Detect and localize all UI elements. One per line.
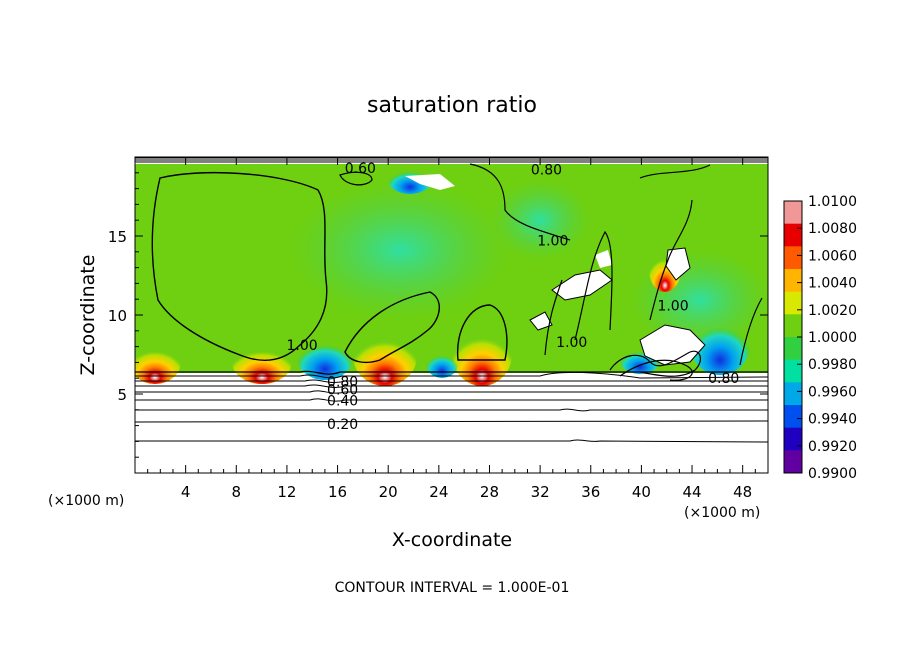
- colorbar-label: 1.0100: [808, 194, 857, 210]
- warm-plume: [353, 326, 417, 386]
- contour-line: [135, 379, 768, 384]
- contour-label: 0.80: [327, 374, 358, 390]
- contour-line: [135, 157, 768, 163]
- y-tick-label: 5: [117, 386, 127, 404]
- y-axis-label: Z-coordinate: [77, 255, 99, 376]
- x-tick-label: 44: [682, 483, 701, 501]
- contour-label: 0.80: [708, 371, 739, 387]
- contour-line: [574, 230, 613, 341]
- x-tick-label: 8: [232, 483, 242, 501]
- contour-line: [639, 164, 711, 179]
- colorbar-label: 1.0040: [808, 276, 857, 292]
- contour-label: 0.80: [531, 163, 562, 179]
- colorbar-swatch: [784, 427, 802, 451]
- subsaturated-zone: [490, 180, 590, 260]
- colorbar-label: 0.9980: [808, 357, 857, 373]
- contour-label: 0.60: [345, 161, 376, 177]
- contour-line: [135, 384, 768, 389]
- contour-label: 0.60: [327, 382, 358, 398]
- contour-line: [151, 171, 328, 361]
- x-tick-label: 16: [328, 483, 347, 501]
- cold-pocket: [297, 336, 353, 380]
- contour-label: 0.40: [327, 393, 358, 409]
- colorbar-swatch: [784, 291, 802, 315]
- contour-line: [135, 408, 768, 412]
- colorbar-swatch: [784, 269, 802, 293]
- contour-line: [135, 439, 768, 443]
- x-tick-label: 4: [181, 483, 191, 501]
- contour-label: 1.00: [537, 234, 568, 250]
- colorbar-swatch: [784, 201, 802, 225]
- colorbar-swatch: [784, 314, 802, 338]
- colorbar-swatch: [784, 246, 802, 270]
- x-tick-label: 32: [531, 483, 550, 501]
- chart-title: saturation ratio: [367, 93, 537, 118]
- contour-line: [619, 359, 693, 381]
- warm-plume: [452, 322, 512, 386]
- plot-area: [135, 157, 768, 473]
- contour-label: 0.20: [327, 417, 358, 433]
- x-tick-label: 24: [429, 483, 448, 501]
- y-axis: 5 10 15: [108, 172, 768, 458]
- colorbar-label: 1.0060: [808, 248, 857, 264]
- x-tick-label: 36: [581, 483, 600, 501]
- contour-line: [344, 291, 440, 364]
- warm-plume: [135, 340, 181, 384]
- subsaturated-zone: [290, 180, 510, 320]
- x-axis: 4 8 12 16 20 24 28 32 36 40 44 48: [147, 157, 756, 501]
- contour-line: [649, 199, 693, 321]
- contour-label: 1.00: [657, 299, 688, 315]
- colorbar-label: 0.9920: [808, 439, 857, 455]
- x-tick-label: 28: [480, 483, 499, 501]
- colorbar-swatch: [784, 337, 802, 361]
- y-tick-label: 15: [108, 228, 127, 246]
- cold-pocket: [426, 350, 458, 378]
- colorbar-label: 0.9940: [808, 412, 857, 428]
- x-axis-label: X-coordinate: [392, 529, 512, 551]
- warm-plume: [232, 340, 292, 384]
- colorbar-label: 0.9960: [808, 384, 857, 400]
- cold-pocket: [690, 315, 750, 375]
- contour-line: [609, 350, 702, 377]
- contour-line: [135, 390, 768, 394]
- colorbar-label: 0.9900: [808, 466, 857, 482]
- contour-line: [135, 420, 768, 423]
- colorbar-swatch: [784, 382, 802, 406]
- cloud-gap: [639, 324, 706, 366]
- contour-line: [339, 171, 373, 186]
- cloud-gap: [595, 250, 612, 268]
- contour-label: 1.00: [287, 338, 318, 354]
- colorbar-label: 1.0020: [808, 303, 857, 319]
- x-unit-right: (×1000 m): [684, 505, 760, 521]
- contour-label: 1.00: [556, 335, 587, 351]
- colorbar-label: 1.0000: [808, 330, 857, 346]
- x-tick-label: 12: [277, 483, 296, 501]
- colorbar-swatch: [784, 359, 802, 383]
- x-unit-left: (×1000 m): [48, 493, 124, 509]
- colorbar-swatch: [784, 223, 802, 247]
- contour-line: [456, 304, 508, 361]
- stable-layer-contours: [135, 370, 768, 443]
- colorbar: 1.0100 1.0080 1.0060 1.0040 1.0020 1.0000 0.99…: [783, 194, 857, 482]
- cloud-gap: [529, 311, 553, 331]
- contour-line: [135, 398, 768, 402]
- colorbar-label: 1.0080: [808, 221, 857, 237]
- colorbar-swatch: [784, 450, 802, 474]
- contour-line: [135, 370, 768, 375]
- contour-line: [469, 163, 571, 241]
- contour-labels: 0.60 0.801.001.00 1.001.000.800.600.400.20…: [287, 161, 740, 433]
- x-tick-label: 48: [733, 483, 752, 501]
- colorbar-swatch: [784, 405, 802, 429]
- x-tick-label: 20: [379, 483, 398, 501]
- x-tick-label: 40: [632, 483, 651, 501]
- contour-line: [739, 297, 763, 366]
- cloud-gap: [405, 174, 455, 190]
- contour-interval-note: CONTOUR INTERVAL = 1.000E-01: [335, 580, 570, 596]
- y-tick-label: 10: [108, 307, 127, 325]
- contour-line: [544, 279, 563, 356]
- contour-line: [135, 371, 768, 379]
- cold-pocket: [388, 166, 432, 194]
